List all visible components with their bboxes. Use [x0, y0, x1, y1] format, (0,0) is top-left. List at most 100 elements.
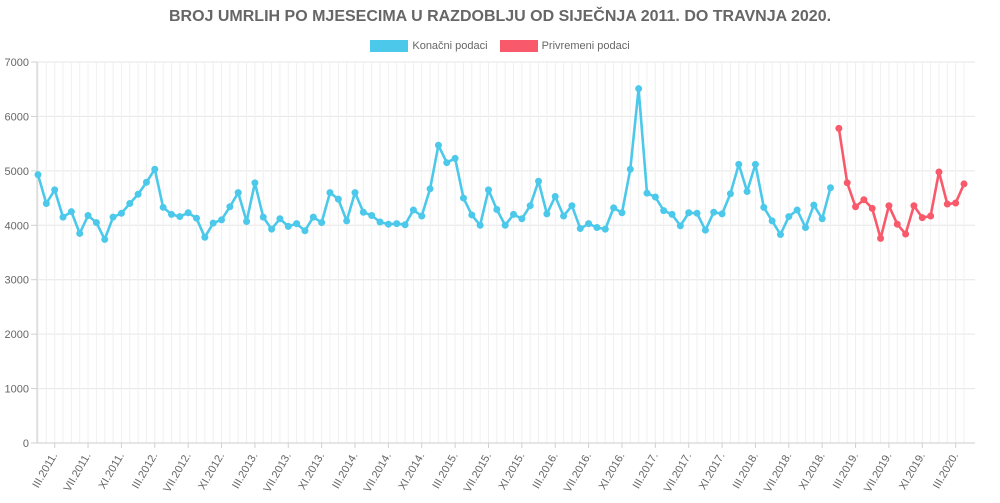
data-point-final: [493, 206, 501, 214]
data-point-final: [343, 217, 351, 225]
data-point-final: [67, 208, 75, 216]
data-point-final: [693, 209, 701, 217]
data-point-provisional: [935, 168, 943, 176]
data-point-provisional: [860, 196, 868, 204]
x-tick-label: XI.2016.: [597, 451, 628, 492]
y-tick-label: 7000: [5, 57, 29, 69]
data-point-final: [434, 141, 442, 149]
x-tick-label: VII.2014.: [362, 451, 394, 495]
data-point-final: [318, 219, 326, 227]
data-point-final: [743, 188, 751, 196]
data-point-final: [176, 213, 184, 221]
data-point-final: [42, 200, 50, 208]
data-point-final: [393, 220, 401, 228]
x-tick-label: III.2020.: [931, 451, 961, 491]
data-point-provisional: [943, 200, 951, 208]
data-point-final: [585, 220, 593, 228]
data-point-provisional: [918, 214, 926, 222]
data-point-final: [593, 223, 601, 231]
y-tick-label: 1000: [5, 384, 29, 396]
x-tick-label: XI.2015.: [497, 451, 528, 492]
data-point-final: [468, 211, 476, 219]
x-tick-label: III.2016.: [531, 451, 561, 491]
x-tick-label: VII.2012.: [161, 451, 193, 495]
chart-title: BROJ UMRLIH PO MJESECIMA U RAZDOBLJU OD …: [168, 8, 832, 25]
y-tick-label: 5000: [5, 166, 29, 178]
data-point-final: [768, 217, 776, 225]
data-point-final: [618, 209, 626, 217]
data-point-final: [735, 160, 743, 168]
data-point-final: [51, 186, 59, 194]
data-point-final: [785, 213, 793, 221]
data-point-final: [184, 209, 192, 217]
legend-item-final[interactable]: Konačni podaci: [370, 40, 488, 52]
data-point-final: [660, 207, 668, 215]
x-tick-label: VII.2011.: [62, 451, 94, 494]
data-point-final: [810, 201, 818, 209]
data-point-final: [193, 214, 201, 222]
data-point-final: [34, 171, 42, 179]
legend-swatch-final: [370, 40, 409, 52]
data-point-provisional: [868, 204, 876, 212]
x-tick-label: XI.2018.: [797, 451, 828, 492]
data-point-final: [576, 225, 584, 233]
data-point-final: [109, 213, 117, 221]
data-point-final: [635, 85, 643, 93]
data-point-final: [818, 215, 826, 223]
data-point-final: [710, 208, 718, 216]
data-point-final: [501, 221, 509, 229]
x-tick-label: III.2018.: [731, 451, 761, 491]
y-tick-label: 2000: [5, 329, 29, 341]
x-tick-label: VII.2016.: [562, 451, 594, 495]
data-point-final: [418, 212, 426, 220]
data-point-final: [601, 225, 609, 233]
data-point-final: [76, 229, 84, 237]
x-tick-label: III.2011.: [30, 451, 60, 491]
data-point-final: [751, 160, 759, 168]
series-line-final: [36, 87, 832, 241]
data-point-final: [610, 204, 618, 212]
data-point-final: [167, 210, 175, 218]
data-point-final: [535, 177, 543, 185]
x-tick-label: III.2019.: [831, 451, 861, 491]
legend-item-provisional[interactable]: Privremeni podaci: [499, 40, 630, 52]
data-point-final: [117, 209, 125, 217]
data-point-provisional: [893, 220, 901, 228]
data-point-final: [84, 211, 92, 219]
data-point-provisional: [843, 179, 851, 187]
data-point-final: [510, 210, 518, 218]
x-tick-label: XI.2019.: [897, 451, 928, 492]
data-point-final: [142, 178, 150, 186]
data-point-provisional: [885, 202, 893, 210]
x-tick-label: III.2013.: [230, 451, 260, 491]
data-point-final: [626, 165, 634, 173]
data-point-final: [276, 215, 284, 223]
data-point-final: [201, 233, 209, 241]
data-point-final: [401, 221, 409, 229]
x-tick-label: VII.2018.: [762, 451, 794, 495]
data-point-provisional: [902, 230, 910, 238]
data-point-provisional: [910, 202, 918, 210]
data-point-final: [259, 213, 267, 221]
data-point-final: [643, 189, 651, 197]
legend-label-final: Konačni podaci: [412, 40, 488, 52]
x-tick-label: VII.2013.: [261, 451, 293, 495]
data-point-final: [476, 221, 484, 229]
y-tick-label: 3000: [5, 275, 29, 287]
data-point-final: [268, 225, 276, 233]
data-point-final: [351, 189, 359, 197]
legend: Konačni podaci Privremeni podaci: [0, 40, 1000, 52]
data-point-final: [209, 219, 217, 227]
x-tick-label: VII.2015.: [462, 450, 494, 494]
data-point-final: [459, 194, 467, 202]
data-point-final: [226, 203, 234, 211]
x-tick-label: VII.2017.: [662, 451, 694, 495]
data-point-final: [334, 195, 342, 203]
data-point-final: [776, 231, 784, 239]
data-point-final: [568, 202, 576, 210]
data-point-provisional: [835, 124, 843, 132]
x-tick-label: XI.2017.: [697, 451, 728, 492]
data-point-final: [443, 159, 451, 167]
